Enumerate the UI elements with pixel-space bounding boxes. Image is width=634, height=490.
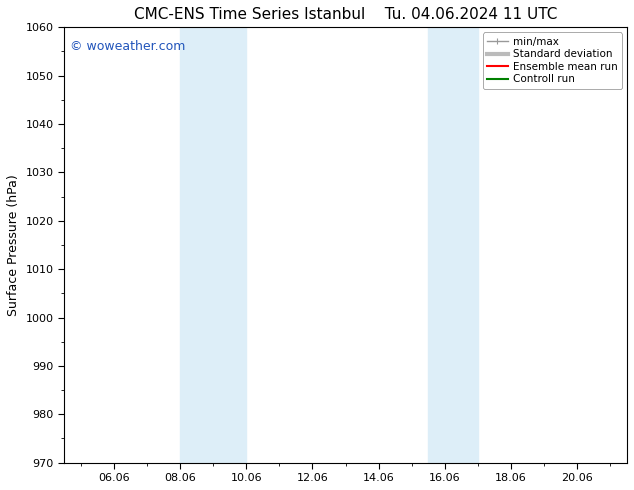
Y-axis label: Surface Pressure (hPa): Surface Pressure (hPa) xyxy=(7,174,20,316)
Legend: min/max, Standard deviation, Ensemble mean run, Controll run: min/max, Standard deviation, Ensemble me… xyxy=(482,32,622,89)
Title: CMC-ENS Time Series Istanbul    Tu. 04.06.2024 11 UTC: CMC-ENS Time Series Istanbul Tu. 04.06.2… xyxy=(134,7,557,22)
Bar xyxy=(429,27,478,463)
Text: © woweather.com: © woweather.com xyxy=(70,40,185,53)
Bar xyxy=(180,27,246,463)
